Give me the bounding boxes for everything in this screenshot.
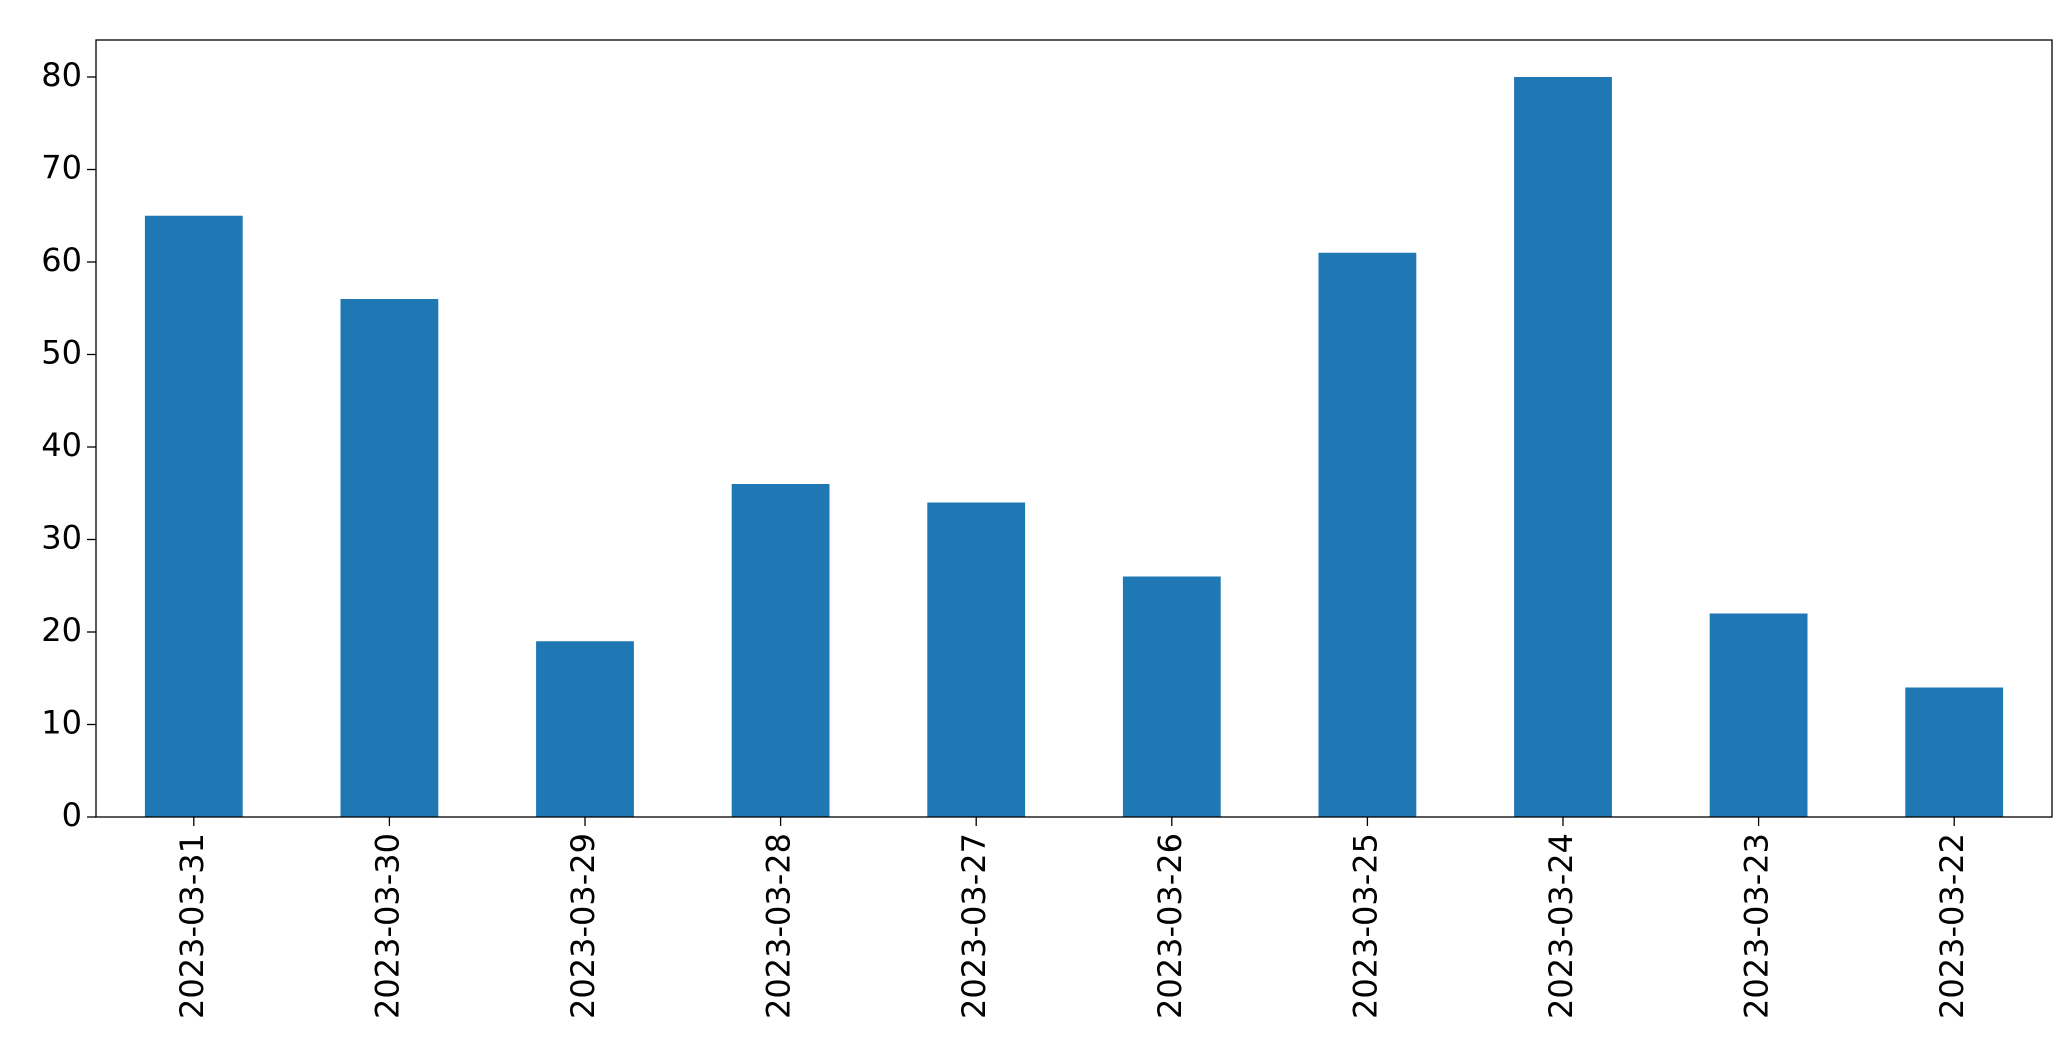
bar [1514,77,1612,817]
bar [1905,687,2004,817]
x-tick-label: 2023-03-26 [1151,833,1189,1019]
plot-frame [95,39,2053,818]
bar [144,215,243,817]
x-tick-label: 2023-03-29 [564,833,602,1019]
x-tick-label: 2023-03-24 [1542,833,1580,1019]
bar [340,299,439,817]
bar [1122,576,1221,817]
y-tick-label: 70 [41,149,82,187]
x-tick-label: 2023-03-27 [955,833,993,1019]
x-tick-label: 2023-03-25 [1346,833,1384,1019]
y-tick-label: 10 [41,704,82,742]
x-tick-label: 2023-03-30 [368,833,406,1019]
x-tick-label: 2023-03-31 [173,833,211,1019]
y-tick-label: 20 [41,611,82,649]
bar [1709,613,1808,817]
bar [536,641,634,817]
bar [1318,252,1417,817]
y-tick-label: 80 [41,56,82,94]
y-tick-label: 40 [41,426,82,464]
x-tick-label: 2023-03-28 [760,833,798,1019]
x-tick-label: 2023-03-23 [1738,833,1776,1019]
y-tick-label: 50 [41,334,82,372]
y-tick-label: 60 [41,241,82,279]
bar [927,502,1026,817]
y-tick-label: 0 [62,796,82,834]
x-tick-label: 2023-03-22 [1933,833,1971,1019]
y-tick-label: 30 [41,519,82,557]
bar [731,484,830,817]
